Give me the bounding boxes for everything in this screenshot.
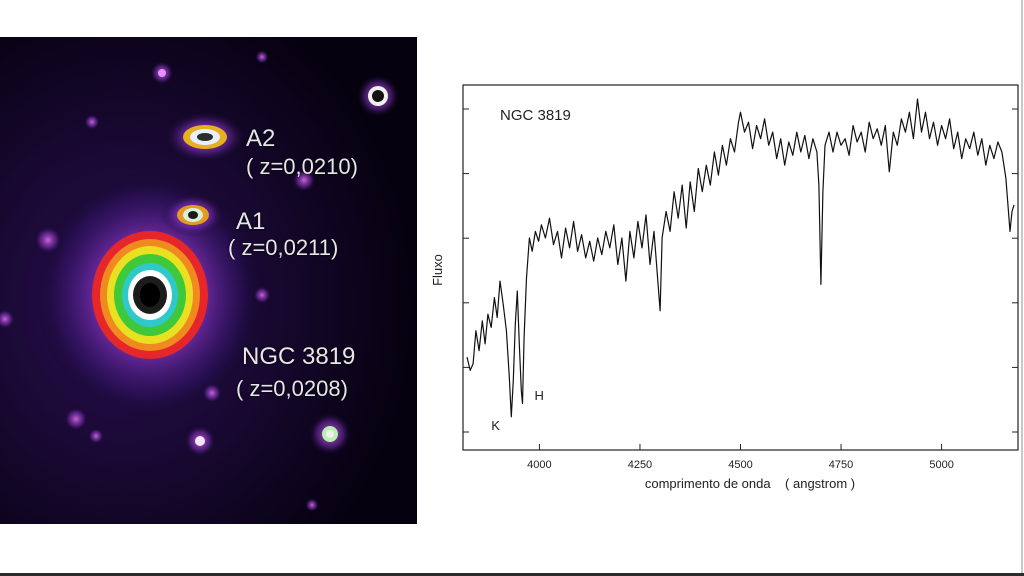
spectrum-series-line	[466, 98, 1015, 418]
spectrum-plot: NGC 3819 Fluxo comprimento de onda ( ang…	[430, 84, 1019, 491]
bottom-frame-line	[0, 573, 1024, 576]
plot-frame	[462, 84, 1019, 451]
x-tick-label: 4250	[628, 459, 652, 471]
label-a1-redshift: ( z=0,0211)	[228, 235, 339, 260]
annotations: KH	[491, 388, 544, 433]
galaxy-false-color-image	[0, 37, 417, 524]
y-ticks	[463, 108, 1018, 433]
x-tick-label: 4000	[527, 459, 551, 471]
label-ngc3819-redshift: ( z=0,0208)	[236, 376, 348, 401]
annotation-h: H	[535, 388, 544, 403]
annotation-k: K	[491, 418, 500, 433]
label-a2-name: A2	[246, 125, 276, 152]
label-a2-redshift: ( z=0,0210)	[246, 154, 358, 179]
x-ticks: 4000 4250 4500 4750 5000	[527, 444, 954, 471]
label-a1-name: A1	[236, 208, 266, 235]
x-tick-label: 4500	[728, 459, 752, 471]
y-axis-label: Fluxo	[430, 254, 445, 286]
spectrum-chart: NGC 3819 Fluxo comprimento de onda ( ang…	[420, 60, 1020, 510]
right-frame-line	[1021, 0, 1023, 573]
x-tick-label: 5000	[929, 459, 953, 471]
galaxy-image-panel: A2 ( z=0,0210) A1 ( z=0,0211) NGC 3819 (…	[0, 37, 417, 524]
chart-title: NGC 3819	[500, 107, 571, 124]
x-tick-label: 4750	[829, 459, 853, 471]
x-axis-label: comprimento de onda ( angstrom )	[645, 476, 855, 491]
label-ngc3819-name: NGC 3819	[242, 343, 356, 370]
